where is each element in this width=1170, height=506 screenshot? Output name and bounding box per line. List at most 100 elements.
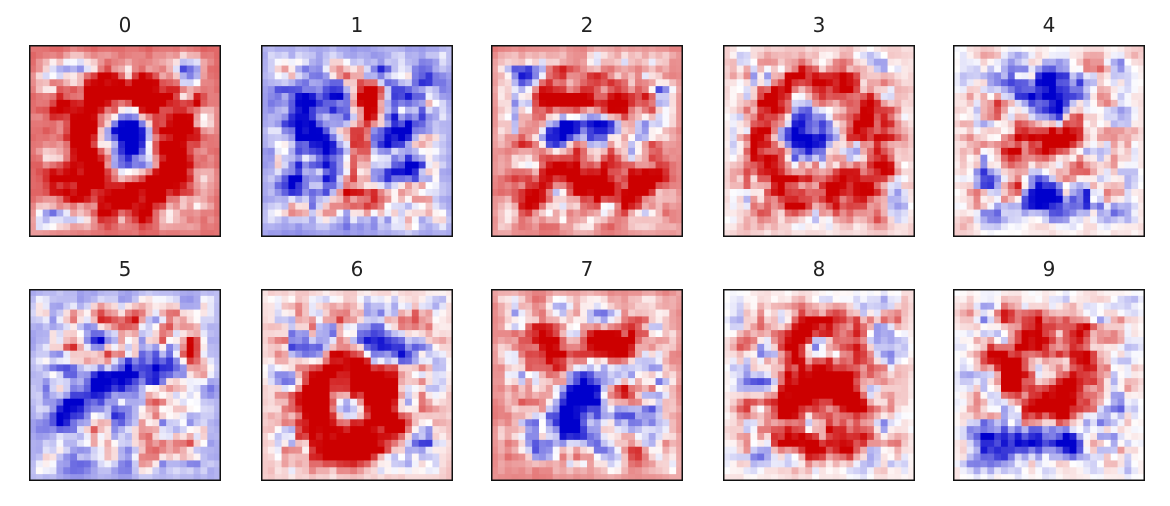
heatmap-cell (118, 295, 126, 304)
heatmap-cell (90, 195, 98, 204)
heatmap-cell (350, 168, 358, 176)
heatmap-cell (832, 189, 840, 197)
heatmap-cell (145, 330, 153, 338)
heatmap-cell (363, 323, 372, 331)
heatmap-cell (350, 189, 358, 197)
heatmap-cell (193, 371, 201, 379)
heatmap-cell (77, 230, 85, 237)
heatmap-cell (791, 175, 799, 183)
heatmap-cell (418, 316, 426, 324)
heatmap-cell (179, 357, 188, 365)
heatmap-cell (446, 337, 453, 345)
heatmap-cell (391, 309, 399, 317)
heatmap-cell (193, 127, 201, 135)
heatmap-cell (29, 412, 37, 420)
heatmap-cell (166, 65, 174, 73)
heatmap-cell (1007, 202, 1016, 210)
heatmap-cell (635, 45, 643, 53)
heatmap-cell (104, 330, 112, 338)
heatmap-cell (784, 134, 792, 142)
heatmap-cell (336, 93, 344, 101)
heatmap-cell (118, 134, 126, 142)
heatmap-cell (1049, 189, 1057, 197)
heatmap-cell (309, 134, 317, 142)
heatmap-cell (593, 195, 602, 204)
heatmap-cell (131, 209, 140, 217)
heatmap-cell (662, 127, 670, 135)
heatmap-cell (267, 120, 276, 128)
heatmap-cell (812, 230, 820, 237)
heatmap-cell (125, 154, 133, 162)
heatmap-cell (1103, 65, 1112, 73)
heatmap-cell (274, 93, 282, 101)
heatmap-cell (357, 309, 365, 317)
heatmap-cell (166, 295, 174, 304)
heatmap-cell (309, 337, 317, 345)
heatmap-cell (267, 209, 276, 217)
heatmap-cell (894, 168, 902, 176)
heatmap-cell (391, 120, 399, 128)
heatmap-cell (959, 216, 968, 224)
heatmap-cell (1062, 141, 1070, 149)
heatmap-cell (145, 51, 153, 60)
heatmap-cell (953, 127, 961, 135)
heatmap-cell (655, 195, 663, 204)
heatmap-cell (207, 419, 215, 427)
heatmap-cell (152, 412, 160, 420)
heatmap-cell (1097, 209, 1105, 217)
heatmap-cell (49, 467, 57, 475)
heatmap-cell (274, 45, 282, 53)
heatmap-cell (159, 216, 167, 224)
heatmap-cell (125, 398, 133, 406)
heatmap-cell (207, 330, 215, 338)
heatmap-cell (1007, 72, 1016, 80)
heatmap-cell (274, 223, 282, 231)
heatmap-cell (1083, 182, 1091, 190)
heatmap-cell (63, 65, 71, 73)
heatmap-cell (329, 51, 337, 60)
heatmap-cell (587, 223, 595, 231)
heatmap-cell (166, 230, 174, 237)
heatmap-cell (370, 113, 378, 121)
heatmap-cell (186, 385, 194, 393)
heatmap-cell (42, 223, 50, 231)
heatmap-cell (901, 99, 909, 108)
heatmap-cell (1069, 113, 1077, 121)
heatmap-cell (166, 439, 174, 448)
heatmap-cell (267, 350, 276, 358)
heatmap-cell (329, 230, 337, 237)
heatmap-cell (70, 295, 78, 304)
heatmap-cell (1069, 195, 1077, 204)
heatmap-cell (1021, 99, 1029, 108)
heatmap-cell (186, 289, 194, 297)
heatmap-cell (729, 127, 738, 135)
heatmap-cell (56, 216, 64, 224)
heatmap-cell (1062, 99, 1070, 108)
heatmap-cell (518, 134, 526, 142)
heatmap-cell (1131, 120, 1139, 128)
heatmap-cell (580, 72, 588, 80)
heatmap-cell (261, 289, 269, 297)
heatmap-cell (750, 113, 758, 121)
heatmap-cell (200, 182, 208, 190)
heatmap-cell (980, 51, 988, 60)
heatmap-cell (83, 371, 92, 379)
heatmap-cell (1069, 51, 1077, 60)
heatmap-cell (267, 79, 276, 87)
heatmap-panel-1: 1 (261, 13, 453, 237)
heatmap-cell (315, 289, 324, 297)
heatmap-cell (35, 426, 44, 434)
heatmap-cell (743, 189, 751, 197)
heatmap-cell (35, 134, 44, 142)
heatmap-cell (281, 316, 289, 324)
heatmap-cell (49, 391, 57, 400)
heatmap-cell (29, 446, 37, 454)
heatmap-cell (309, 309, 317, 317)
heatmap-cell (90, 120, 98, 128)
heatmap-cell (77, 398, 85, 406)
heatmap-cell (131, 371, 140, 379)
heatmap-cell (959, 189, 968, 197)
heatmap-cell (159, 195, 167, 204)
heatmap-cell (411, 134, 420, 142)
heatmap-cell (343, 51, 351, 60)
